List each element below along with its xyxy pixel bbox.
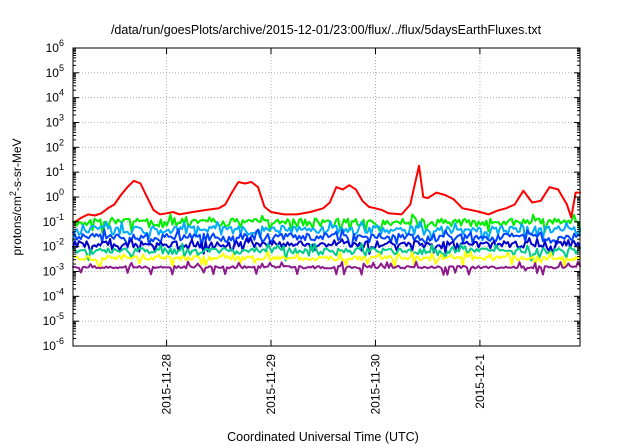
- series-layer: [72, 164, 581, 276]
- chart-title: /data/run/goesPlots/archive/2015-12-01/2…: [111, 23, 542, 37]
- y-tick-label: 103: [46, 113, 64, 130]
- y-axis-label: protons/cm2-s-sr-MeV: [8, 138, 24, 255]
- y-tick-label: 10-1: [43, 212, 64, 229]
- x-tick-label: 2015-11-29: [264, 354, 278, 415]
- y-tick-label: 101: [46, 162, 64, 179]
- series-line: [72, 228, 581, 249]
- series-line: [72, 220, 581, 242]
- x-axis-label: Coordinated Universal Time (UTC): [227, 430, 419, 444]
- y-tick-label: 10-4: [43, 286, 64, 303]
- y-tick-label: 102: [46, 137, 64, 154]
- series-line: [74, 164, 581, 223]
- y-tick-label: 10-3: [43, 262, 64, 279]
- x-axis: 2015-11-28 2015-11-29 2015-11-30 2015-12-1: [160, 48, 487, 415]
- series-line: [72, 213, 581, 234]
- y-tick-label: 104: [46, 88, 64, 105]
- plot-frame: [72, 47, 581, 347]
- series-line: [72, 260, 581, 276]
- series-line: [72, 242, 581, 262]
- y-tick-label: 106: [46, 38, 64, 55]
- x-tick-label: 2015-11-28: [160, 354, 174, 415]
- x-tick-label: 2015-12-1: [473, 354, 487, 409]
- x-tick-label: 2015-11-30: [368, 354, 382, 415]
- y-tick-label: 10-6: [43, 336, 64, 353]
- y-axis: 10-6 10-5 10-4 10-3 10-2 10-1 100 101 102 103 104 1…: [43, 38, 580, 353]
- series-line: [72, 250, 581, 268]
- y-tick-label: 105: [46, 63, 64, 80]
- y-tick-label: 10-5: [43, 311, 64, 328]
- grid: [73, 48, 580, 346]
- y-tick-label: 100: [46, 187, 64, 204]
- y-tick-label: 10-2: [43, 237, 64, 254]
